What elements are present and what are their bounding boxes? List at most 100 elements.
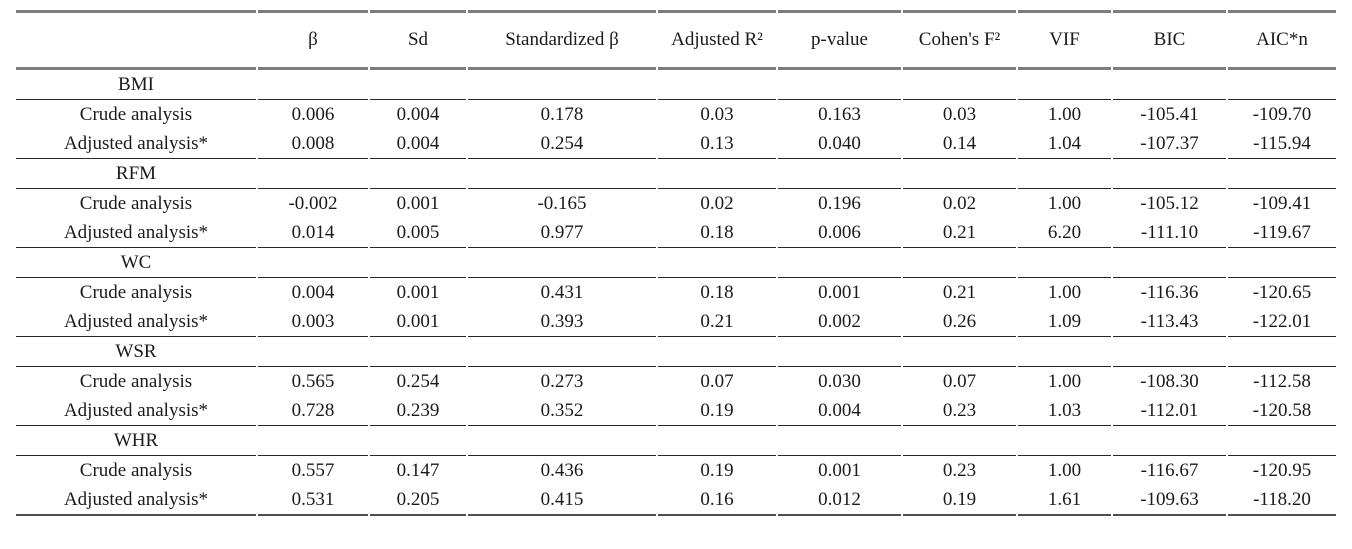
table-row: Crude analysis 0.557 0.147 0.436 0.19 0.… [16, 456, 1336, 485]
cell: 1.09 [1018, 307, 1111, 337]
cell: 0.001 [370, 307, 466, 337]
cell: 0.19 [903, 485, 1016, 516]
empty-cell [258, 337, 368, 367]
cell: 1.00 [1047, 370, 1082, 392]
cell: 0.565 [291, 370, 335, 392]
table-row: Crude analysis -0.002 0.001 -0.165 0.02 … [16, 189, 1336, 218]
table-row: Adjusted analysis* 0.728 0.239 0.352 0.1… [16, 396, 1336, 426]
empty-cell [658, 426, 776, 456]
cell: -105.41 [1140, 103, 1199, 125]
group-label: WSR [16, 337, 256, 367]
group-row-whr: WHR [16, 426, 1336, 456]
empty-cell [903, 159, 1016, 189]
column-header-standardized-beta: Standardized β [468, 10, 656, 70]
cell: -116.67 [1140, 459, 1199, 481]
cell: 6.20 [1018, 218, 1111, 248]
cell: -115.94 [1228, 129, 1336, 159]
column-header-vif: VIF [1018, 10, 1111, 70]
empty-cell [658, 337, 776, 367]
row-label: Adjusted analysis* [16, 129, 256, 159]
cell: 0.16 [658, 485, 776, 516]
empty-cell [258, 159, 368, 189]
cell: 0.163 [818, 103, 861, 125]
cell: -118.20 [1228, 485, 1336, 516]
cell: 0.728 [258, 396, 368, 426]
cell: 1.00 [1047, 281, 1082, 303]
cell: 0.23 [942, 459, 977, 481]
cell: -0.002 [288, 192, 338, 214]
empty-cell [1228, 337, 1336, 367]
column-header-beta: β [258, 10, 368, 70]
empty-cell [258, 248, 368, 278]
cell: 0.431 [540, 281, 584, 303]
empty-cell [778, 248, 901, 278]
group-row-wc: WC [16, 248, 1336, 278]
group-row-rfm: RFM [16, 159, 1336, 189]
cell: 0.001 [396, 192, 440, 214]
table-row: Adjusted analysis* 0.014 0.005 0.977 0.1… [16, 218, 1336, 248]
column-header-sd: Sd [370, 10, 466, 70]
table-row: Crude analysis 0.004 0.001 0.431 0.18 0.… [16, 278, 1336, 307]
cell: 0.040 [778, 129, 901, 159]
row-label: Adjusted analysis* [16, 218, 256, 248]
row-label: Crude analysis [79, 370, 193, 392]
table-row: Adjusted analysis* 0.531 0.205 0.415 0.1… [16, 485, 1336, 516]
cell: 0.004 [396, 103, 440, 125]
cell: 0.239 [370, 396, 466, 426]
empty-cell [1228, 248, 1336, 278]
cell: 0.014 [258, 218, 368, 248]
group-label: WHR [16, 426, 256, 456]
empty-cell [778, 159, 901, 189]
empty-cell [658, 248, 776, 278]
row-label: Crude analysis [79, 192, 193, 214]
cell: 0.004 [370, 129, 466, 159]
row-label: Crude analysis [79, 103, 193, 125]
empty-cell [1113, 70, 1226, 100]
empty-cell [903, 248, 1016, 278]
cell: 1.03 [1018, 396, 1111, 426]
empty-cell [1113, 159, 1226, 189]
cell: 0.006 [291, 103, 335, 125]
empty-cell [903, 70, 1016, 100]
cell: -113.43 [1113, 307, 1226, 337]
cell: -107.37 [1113, 129, 1226, 159]
cell: -0.165 [537, 192, 587, 214]
empty-cell [1018, 426, 1111, 456]
cell: 0.178 [540, 103, 584, 125]
cell: 0.196 [818, 192, 861, 214]
column-header-empty [16, 10, 256, 70]
cell: 0.004 [291, 281, 335, 303]
empty-cell [370, 248, 466, 278]
table-row: Crude analysis 0.006 0.004 0.178 0.03 0.… [16, 100, 1336, 129]
column-header-aic-n: AIC*n [1228, 10, 1336, 70]
cell: 0.436 [540, 459, 584, 481]
empty-cell [468, 426, 656, 456]
cell: 0.147 [396, 459, 440, 481]
column-header-adjusted-r2: Adjusted R² [658, 10, 776, 70]
cell: 0.002 [778, 307, 901, 337]
cell: -112.01 [1113, 396, 1226, 426]
cell: -120.58 [1228, 396, 1336, 426]
cell: 0.21 [942, 281, 977, 303]
empty-cell [1018, 159, 1111, 189]
empty-cell [1018, 337, 1111, 367]
empty-cell [468, 248, 656, 278]
cell: 0.18 [658, 218, 776, 248]
cell: 0.14 [903, 129, 1016, 159]
cell: 0.531 [258, 485, 368, 516]
empty-cell [1113, 248, 1226, 278]
cell: -122.01 [1228, 307, 1336, 337]
cell: 0.18 [700, 281, 734, 303]
cell: 1.00 [1047, 459, 1082, 481]
group-row-wsr: WSR [16, 337, 1336, 367]
cell: 0.19 [658, 396, 776, 426]
empty-cell [1018, 248, 1111, 278]
column-header-p-value: p-value [778, 10, 901, 70]
cell: 0.005 [370, 218, 466, 248]
row-label: Adjusted analysis* [16, 396, 256, 426]
cell: 0.03 [700, 103, 734, 125]
cell: 0.13 [658, 129, 776, 159]
empty-cell [370, 426, 466, 456]
empty-cell [258, 426, 368, 456]
